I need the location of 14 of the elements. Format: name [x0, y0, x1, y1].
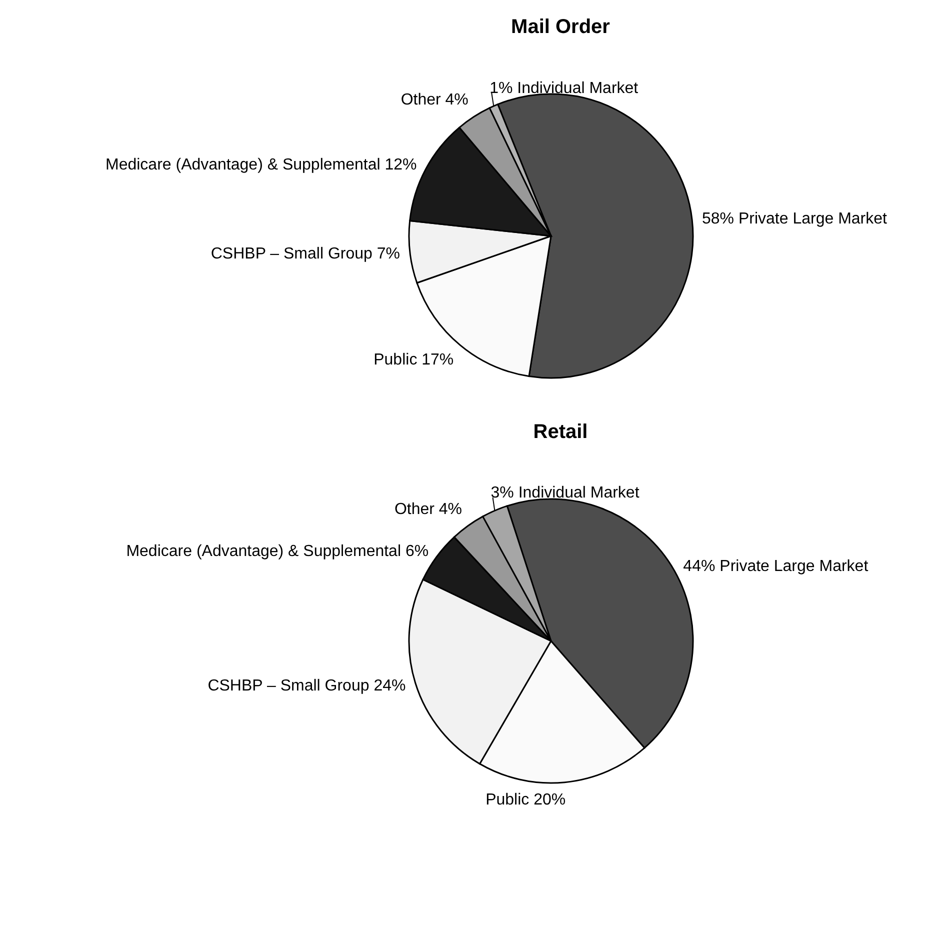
chart-title: Retail — [532, 420, 589, 445]
slice-label: Public 17% — [374, 352, 454, 369]
slice-label: 3% Individual Market — [490, 484, 640, 502]
slice-label: 58% Private Large Market — [702, 210, 888, 228]
slice-label: Other 4% — [394, 500, 462, 518]
slice-label: 1% Individual Market — [490, 80, 639, 97]
slice-label: Medicare (Advantage) & Supplemental 6% — [126, 542, 429, 560]
slice-label: 44% Private Large Market — [683, 558, 869, 575]
slice-label: Other 4% — [400, 91, 468, 108]
slice-label: Public 20% — [486, 791, 566, 808]
slice-label: CSHBP – Small Group 7% — [210, 245, 400, 262]
chart-title: Mail Order — [510, 15, 611, 40]
slice-label: CSHBP – Small Group 24% — [208, 678, 406, 695]
slice-label: Medicare (Advantage) & Supplemental 12% — [105, 156, 417, 174]
